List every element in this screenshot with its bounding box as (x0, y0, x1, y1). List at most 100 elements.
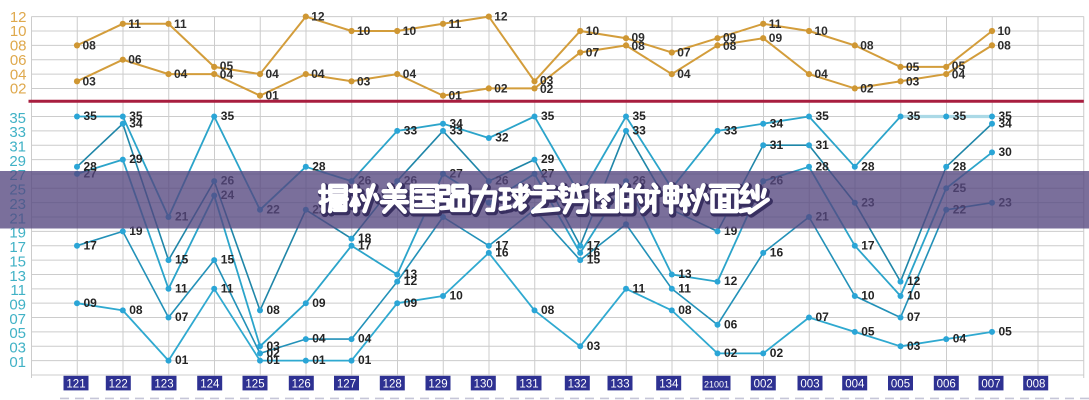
svg-text:07: 07 (586, 46, 600, 60)
svg-text:01: 01 (266, 89, 280, 103)
svg-text:33: 33 (450, 124, 464, 138)
svg-text:04: 04 (174, 67, 188, 81)
svg-text:11: 11 (128, 17, 141, 31)
svg-text:01: 01 (175, 353, 189, 367)
svg-text:17: 17 (861, 238, 875, 252)
svg-text:11: 11 (175, 281, 188, 295)
svg-text:28: 28 (84, 159, 98, 173)
svg-text:31: 31 (9, 139, 26, 156)
svg-text:19: 19 (9, 225, 26, 242)
svg-text:09: 09 (84, 296, 98, 310)
svg-text:15: 15 (587, 253, 601, 267)
svg-text:18: 18 (358, 231, 372, 245)
svg-text:09: 09 (312, 296, 326, 310)
svg-text:33: 33 (404, 124, 418, 138)
svg-text:121: 121 (66, 378, 85, 390)
svg-text:03: 03 (906, 74, 920, 88)
svg-text:11: 11 (633, 281, 646, 295)
svg-text:08: 08 (998, 38, 1012, 52)
svg-text:10: 10 (10, 23, 27, 40)
svg-text:03: 03 (357, 74, 371, 88)
svg-text:131: 131 (519, 378, 538, 390)
svg-text:127: 127 (337, 378, 356, 390)
svg-text:35: 35 (9, 110, 26, 127)
svg-text:35: 35 (816, 109, 830, 123)
svg-text:128: 128 (383, 378, 402, 390)
svg-text:03: 03 (587, 339, 601, 353)
svg-text:35: 35 (999, 109, 1013, 123)
svg-text:11: 11 (221, 281, 234, 295)
svg-text:34: 34 (450, 116, 464, 130)
svg-text:09: 09 (9, 297, 26, 314)
svg-text:04: 04 (403, 67, 417, 81)
svg-text:03: 03 (540, 73, 554, 87)
svg-text:15: 15 (175, 253, 189, 267)
svg-text:04: 04 (312, 332, 326, 346)
svg-text:33: 33 (633, 124, 647, 138)
svg-text:130: 130 (474, 378, 493, 390)
svg-text:12: 12 (907, 274, 921, 288)
svg-text:007: 007 (981, 378, 1000, 390)
svg-text:04: 04 (311, 67, 325, 81)
svg-text:34: 34 (999, 116, 1013, 130)
svg-text:02: 02 (770, 346, 784, 360)
svg-text:35: 35 (907, 109, 921, 123)
svg-text:17: 17 (9, 239, 26, 256)
svg-text:10: 10 (815, 24, 829, 38)
svg-text:09: 09 (632, 30, 646, 44)
svg-text:008: 008 (1026, 378, 1045, 390)
svg-text:08: 08 (860, 38, 874, 52)
svg-text:07: 07 (175, 310, 189, 324)
svg-text:33: 33 (9, 124, 26, 141)
svg-text:06: 06 (10, 52, 27, 69)
svg-text:28: 28 (861, 159, 875, 173)
svg-text:31: 31 (770, 138, 784, 152)
svg-text:04: 04 (952, 68, 966, 82)
svg-text:28: 28 (312, 159, 326, 173)
svg-text:32: 32 (495, 131, 509, 145)
svg-text:05: 05 (861, 325, 875, 339)
svg-text:122: 122 (109, 378, 128, 390)
svg-text:35: 35 (953, 109, 967, 123)
svg-text:35: 35 (633, 109, 647, 123)
svg-text:35: 35 (129, 109, 143, 123)
svg-text:35: 35 (84, 109, 98, 123)
svg-text:12: 12 (494, 10, 508, 24)
svg-text:04: 04 (677, 67, 691, 81)
svg-text:11: 11 (769, 17, 782, 31)
svg-text:04: 04 (220, 68, 234, 82)
svg-text:16: 16 (587, 246, 601, 260)
svg-text:125: 125 (245, 378, 264, 390)
svg-text:004: 004 (845, 378, 865, 390)
svg-text:17: 17 (358, 238, 372, 252)
svg-text:35: 35 (541, 109, 555, 123)
svg-text:04: 04 (953, 332, 967, 346)
svg-text:07: 07 (677, 46, 691, 60)
svg-text:16: 16 (495, 246, 509, 260)
svg-text:10: 10 (403, 24, 417, 38)
svg-text:123: 123 (154, 378, 173, 390)
svg-text:01: 01 (312, 353, 326, 367)
svg-text:10: 10 (357, 24, 371, 38)
svg-text:03: 03 (907, 339, 921, 353)
svg-text:08: 08 (267, 303, 281, 317)
svg-text:11: 11 (678, 281, 691, 295)
svg-text:129: 129 (428, 378, 447, 390)
svg-text:31: 31 (816, 138, 830, 152)
svg-text:10: 10 (586, 24, 600, 38)
svg-text:28: 28 (953, 159, 967, 173)
svg-text:02: 02 (10, 81, 27, 98)
svg-text:01: 01 (449, 89, 463, 103)
svg-text:08: 08 (83, 38, 97, 52)
svg-text:04: 04 (358, 332, 372, 346)
svg-text:08: 08 (129, 303, 143, 317)
svg-text:17: 17 (84, 238, 98, 252)
svg-text:03: 03 (83, 74, 97, 88)
svg-text:03: 03 (9, 340, 26, 357)
svg-text:04: 04 (266, 67, 280, 81)
svg-text:02: 02 (267, 346, 281, 360)
svg-text:11: 11 (449, 17, 462, 31)
svg-text:28: 28 (816, 159, 830, 173)
svg-text:03: 03 (267, 339, 281, 353)
svg-text:10: 10 (998, 24, 1012, 38)
